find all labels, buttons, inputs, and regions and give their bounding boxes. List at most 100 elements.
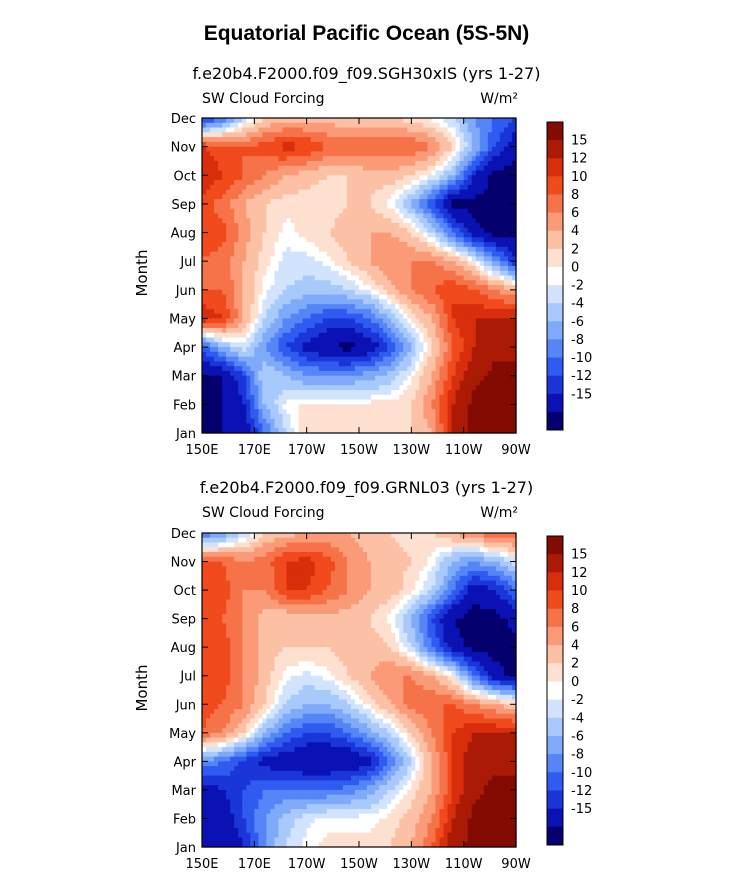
heatmap-cell	[451, 361, 457, 367]
heatmap-cell	[415, 194, 420, 200]
heatmap-cell	[222, 232, 227, 238]
heatmap-cell	[395, 285, 400, 291]
heatmap-cell	[407, 299, 412, 305]
heatmap-cell	[206, 232, 211, 238]
heatmap-cell	[483, 275, 489, 281]
heatmap-cell	[242, 122, 247, 129]
heatmap-cell	[495, 184, 501, 191]
heatmap-cell	[411, 351, 416, 358]
heatmap-cell	[230, 413, 235, 420]
heatmap-cell	[274, 203, 280, 210]
heatmap-cell	[507, 194, 513, 200]
heatmap-cell	[202, 189, 207, 195]
heatmap-cell	[475, 175, 481, 181]
heatmap-cell	[447, 242, 453, 248]
heatmap-cell	[230, 165, 235, 172]
heatmap-cell	[354, 256, 360, 262]
heatmap-cell	[363, 232, 368, 238]
heatmap-cell	[330, 137, 336, 143]
heatmap-cell	[218, 170, 223, 176]
heatmap-cell	[423, 404, 429, 410]
heatmap-cell	[491, 265, 497, 272]
heatmap-cell	[286, 390, 292, 396]
heatmap-cell	[403, 289, 408, 296]
heatmap-cell	[298, 318, 304, 324]
heatmap-cell	[359, 218, 364, 224]
heatmap-cell	[246, 304, 251, 310]
heatmap-cell	[511, 122, 517, 129]
heatmap-cell	[419, 394, 425, 401]
heatmap-cell	[346, 361, 352, 367]
heatmap-cell	[371, 328, 376, 334]
heatmap-cell	[455, 141, 461, 148]
heatmap-cell	[262, 390, 268, 396]
heatmap-cell	[467, 122, 473, 129]
heatmap-cell	[459, 270, 465, 277]
heatmap-cell	[471, 213, 477, 219]
heatmap-cell	[322, 332, 328, 339]
heatmap-cell	[234, 390, 239, 396]
heatmap-cell	[314, 332, 320, 339]
heatmap-cell	[302, 151, 308, 157]
heatmap-cell	[379, 356, 384, 363]
heatmap-cell	[334, 351, 340, 358]
heatmap-cell	[342, 361, 348, 367]
heatmap-cell	[419, 223, 425, 229]
heatmap-cell	[403, 313, 408, 320]
heatmap-cell	[306, 227, 312, 234]
heatmap-cell	[499, 242, 505, 248]
heatmap-cell	[479, 237, 485, 243]
heatmap-cell	[423, 146, 429, 153]
heatmap-cell	[379, 413, 384, 420]
heatmap-cell	[254, 184, 259, 191]
heatmap-cell	[455, 347, 461, 353]
heatmap-cell	[375, 323, 380, 329]
heatmap-cell	[443, 242, 449, 248]
heatmap-cell	[371, 180, 376, 186]
heatmap-cell	[338, 175, 344, 181]
heatmap-cell	[206, 265, 211, 272]
heatmap-cell	[250, 189, 255, 195]
heatmap-cell	[407, 213, 412, 219]
heatmap-cell	[274, 251, 280, 258]
heatmap-cell	[286, 175, 292, 181]
heatmap-cell	[439, 294, 445, 300]
heatmap-cell	[266, 141, 272, 148]
heatmap-cell	[375, 394, 380, 401]
heatmap-cell	[423, 132, 429, 138]
heatmap-cell	[262, 160, 268, 167]
heatmap-cell	[447, 251, 453, 258]
heatmap-cell	[346, 304, 352, 310]
heatmap-cell	[354, 332, 360, 339]
heatmap-cell	[391, 175, 396, 181]
heatmap-cell	[419, 299, 425, 305]
heatmap-cell	[210, 251, 215, 258]
heatmap-cell	[431, 270, 437, 277]
heatmap-cell	[354, 280, 360, 286]
heatmap-cell	[471, 232, 477, 238]
heatmap-cell	[395, 361, 400, 367]
heatmap-cell	[246, 390, 251, 396]
heatmap-cell	[499, 332, 505, 339]
heatmap-cell	[359, 237, 364, 243]
heatmap-cell	[242, 237, 247, 243]
heatmap-cell	[218, 347, 223, 353]
heatmap-cell	[342, 342, 348, 348]
heatmap-cell	[431, 280, 437, 286]
heatmap-cell	[447, 404, 453, 410]
heatmap-cell	[266, 137, 272, 143]
heatmap-cell	[403, 122, 408, 129]
heatmap-cell	[222, 328, 227, 334]
heatmap-cell	[451, 385, 457, 391]
heatmap-cell	[387, 189, 392, 195]
heatmap-cell	[491, 175, 497, 181]
heatmap-cell	[250, 409, 255, 415]
heatmap-cell	[350, 413, 356, 420]
heatmap-cell	[290, 308, 296, 315]
heatmap-cell	[218, 237, 223, 243]
heatmap-cell	[222, 175, 227, 181]
heatmap-cell	[310, 337, 316, 343]
heatmap-cell	[282, 199, 288, 205]
heatmap-cell	[226, 361, 231, 367]
heatmap-cell	[503, 118, 509, 124]
